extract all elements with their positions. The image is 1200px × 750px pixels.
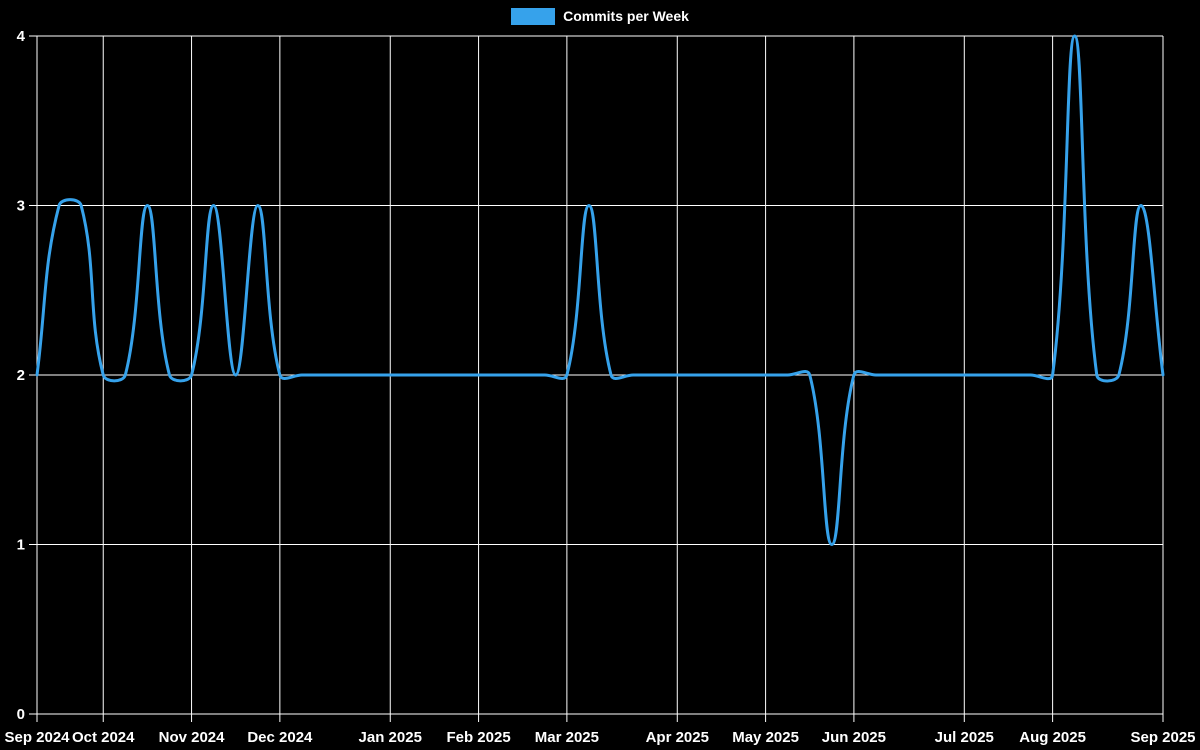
x-axis-tick-label: Mar 2025 [535, 729, 599, 746]
legend-swatch-icon [511, 8, 556, 25]
legend-item-commits-per-week[interactable]: Commits per Week [0, 8, 1200, 25]
x-axis-tick-label: Apr 2025 [646, 729, 709, 746]
legend-label: Commits per Week [563, 8, 689, 24]
x-axis-tick-label: Sep 2024 [4, 729, 70, 746]
x-axis-tick-label: Nov 2024 [159, 729, 226, 746]
x-axis-tick-label: Dec 2024 [247, 729, 313, 746]
x-axis-tick-label: Jan 2025 [359, 729, 422, 746]
x-axis-tick-label: Jun 2025 [822, 729, 886, 746]
x-axis-tick-label: Jul 2025 [935, 729, 994, 746]
y-axis-tick-label: 0 [17, 706, 25, 723]
y-axis-tick-label: 1 [17, 537, 25, 554]
y-axis-tick-label: 2 [17, 367, 25, 384]
x-axis-tick-label: May 2025 [732, 729, 799, 746]
x-axis-tick-label: Feb 2025 [446, 729, 510, 746]
y-axis-tick-label: 3 [17, 198, 25, 215]
x-axis-tick-label: Sep 2025 [1130, 729, 1195, 746]
x-axis-tick-label: Oct 2024 [72, 729, 135, 746]
y-axis-tick-label: 4 [17, 28, 26, 45]
x-axis-tick-label: Aug 2025 [1019, 729, 1086, 746]
commits-line-series [35, 34, 1165, 546]
